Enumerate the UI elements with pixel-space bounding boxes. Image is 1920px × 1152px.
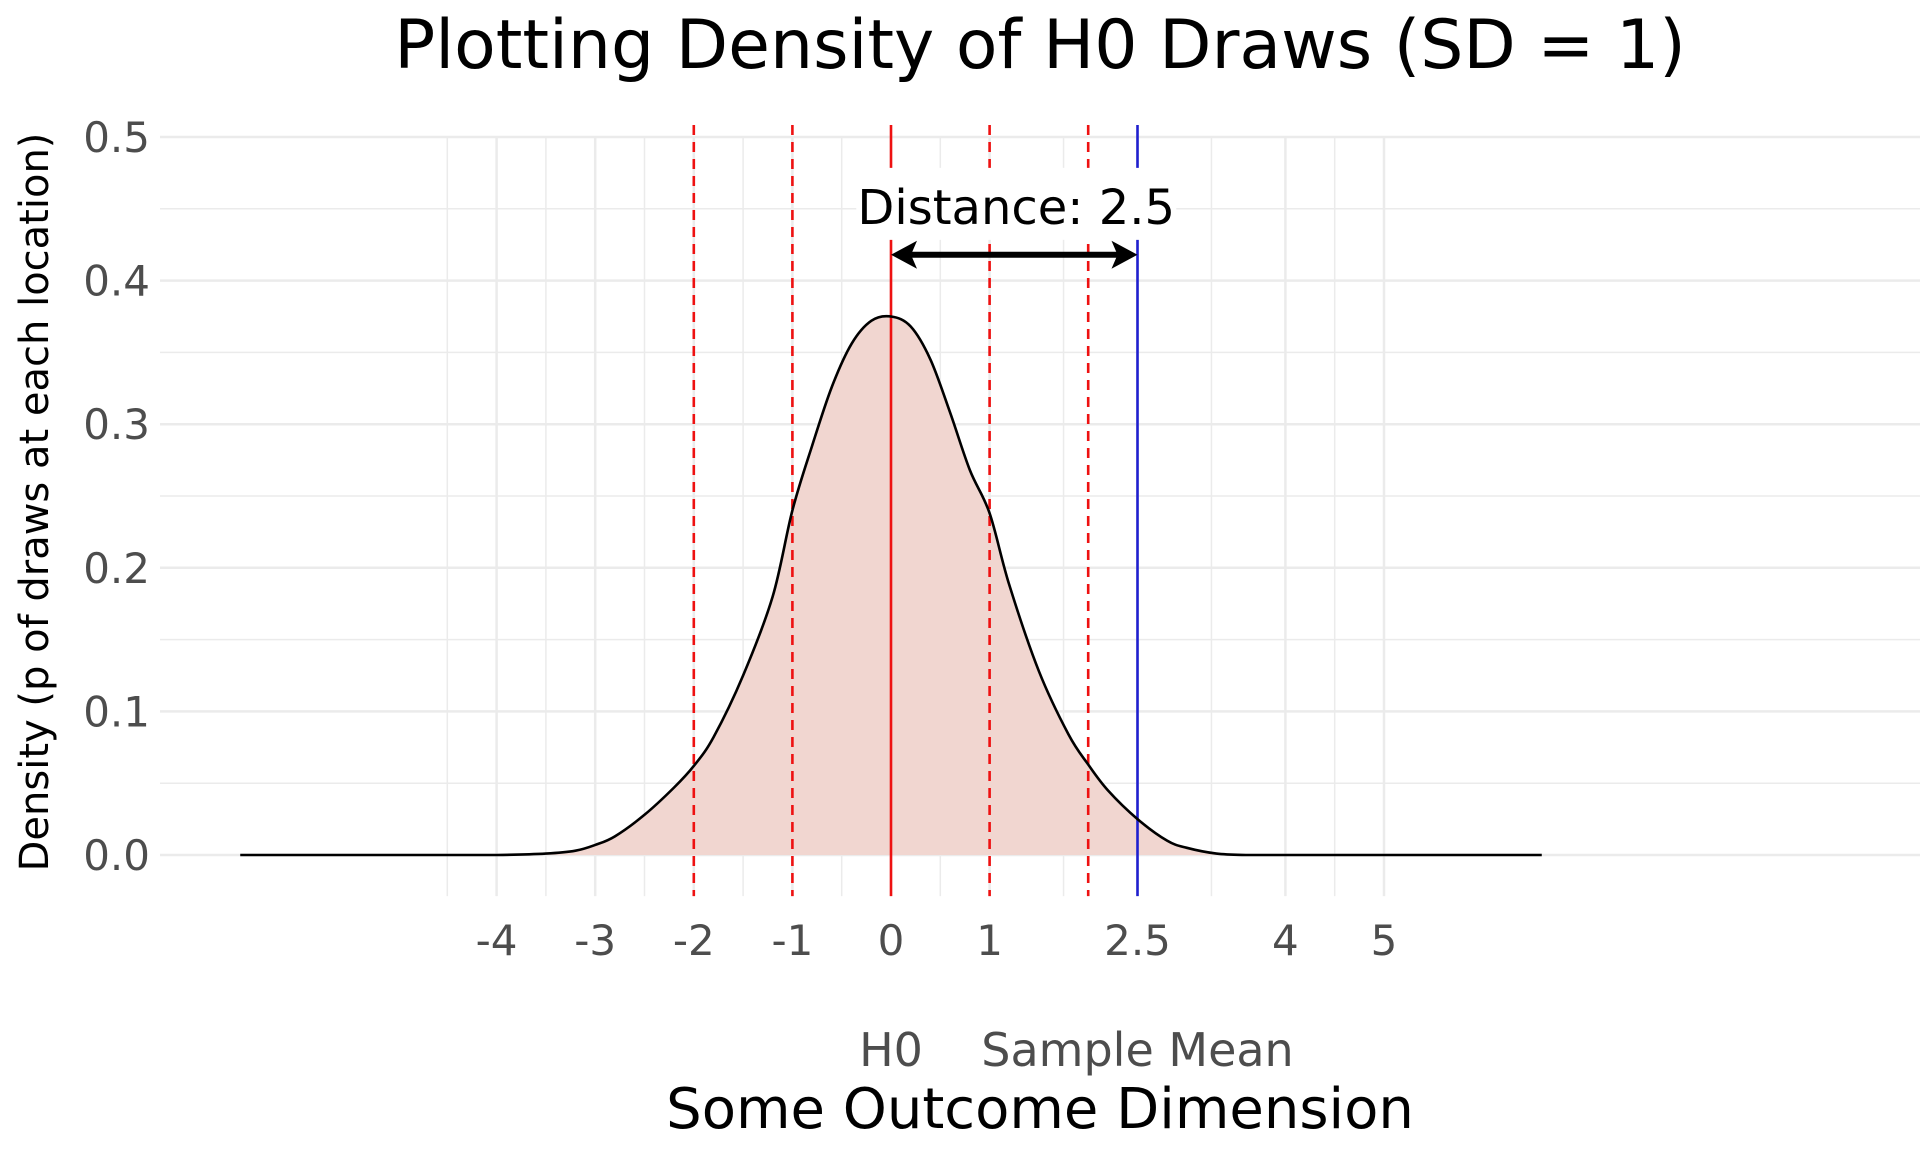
x-tick-label: 1: [976, 916, 1003, 965]
y-tick-label: 0.4: [83, 257, 150, 306]
y-tick-label: 0.0: [83, 831, 150, 880]
x-tick-label: -3: [574, 916, 616, 965]
reference-lines: [240, 125, 1542, 897]
distance-label-box: [856, 167, 1177, 240]
y-tick-label: 0.2: [83, 544, 150, 593]
distance-annotation: Distance: 2.5: [856, 167, 1177, 269]
x-tick-label: 2.5: [1104, 916, 1171, 965]
y-axis-title: Density (p of draws at each location): [12, 133, 58, 872]
y-tick-label: 0.5: [83, 113, 150, 162]
secondary-x-label: Sample Mean: [981, 1023, 1293, 1077]
distance-arrowhead-right: [1111, 240, 1138, 269]
secondary-x-label: H0: [859, 1023, 923, 1077]
secondary-x-labels: H0 Sample Mean: [859, 1023, 1294, 1077]
distance-arrowhead-left: [891, 240, 917, 269]
x-tick-label: -1: [771, 916, 813, 965]
y-tick-label: 0.1: [83, 687, 150, 736]
x-tick-label: -2: [673, 916, 715, 965]
x-tick-label: 5: [1371, 916, 1398, 965]
x-tick-label: 4: [1272, 916, 1299, 965]
density-curve: [240, 314, 1542, 857]
x-tick-label: -4: [476, 916, 518, 965]
chart-title: Plotting Density of H0 Draws (SD = 1): [394, 6, 1686, 85]
y-tick-label: 0.3: [83, 400, 150, 449]
y-axis-ticks: 0.0 0.1 0.2 0.3 0.4 0.5: [83, 113, 150, 880]
x-axis-ticks: -4 -3 -2 -1 0 1 2.5 4 5: [476, 916, 1398, 965]
x-tick-label: 0: [878, 916, 905, 965]
x-axis-title: Some Outcome Dimension: [666, 1077, 1414, 1142]
distance-label: Distance: 2.5: [857, 180, 1175, 236]
